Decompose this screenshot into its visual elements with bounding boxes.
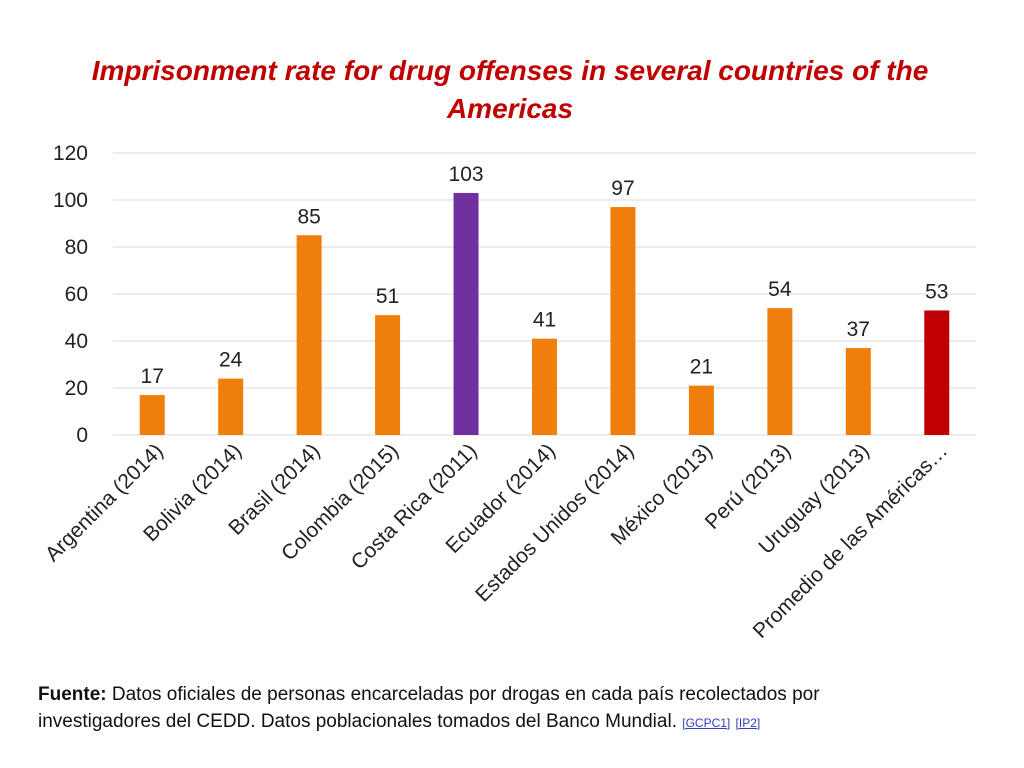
reference-link-1[interactable]: [GCPC1] — [682, 716, 731, 730]
bar — [139, 395, 165, 435]
reference-link-2[interactable]: [IP2] — [735, 716, 761, 730]
source-note: Fuente: Datos oficiales de personas enca… — [38, 681, 938, 737]
bar — [296, 235, 322, 435]
x-axis-labels: Argentina (2014)Bolivia (2014)Brasil (20… — [41, 439, 952, 643]
data-label: 97 — [611, 177, 634, 200]
y-tick-label: 120 — [53, 142, 88, 165]
y-tick-label: 60 — [65, 283, 88, 306]
bar — [218, 378, 244, 435]
y-tick-label: 80 — [65, 236, 88, 259]
source-label: Fuente: — [38, 684, 107, 705]
bar — [610, 207, 636, 435]
y-tick-label: 0 — [76, 424, 88, 447]
data-label: 21 — [690, 356, 713, 379]
y-axis-ticks: 0 20 40 60 80 100 120 — [53, 142, 88, 447]
data-label: 85 — [297, 205, 320, 228]
data-label: 53 — [925, 280, 948, 303]
source-text: Datos oficiales de personas encarceladas… — [38, 684, 820, 732]
bar — [924, 310, 950, 435]
data-label: 54 — [768, 278, 792, 301]
bar — [845, 348, 871, 435]
data-labels: 17 24 85 51 103 41 97 21 54 37 53 — [141, 163, 949, 388]
y-tick-label: 40 — [65, 330, 88, 353]
data-label: 24 — [219, 349, 243, 372]
y-tick-label: 20 — [65, 377, 88, 400]
chart-title: Imprisonment rate for drug offenses in s… — [91, 55, 929, 124]
y-tick-label: 100 — [53, 189, 88, 212]
x-tick-label: Argentina (2014) — [41, 439, 168, 566]
x-tick-label: Estados Unidos (2014) — [471, 439, 638, 606]
bar — [767, 308, 793, 435]
bar — [375, 315, 401, 435]
data-label: 41 — [533, 309, 556, 332]
bar — [688, 385, 714, 435]
data-label: 51 — [376, 285, 399, 308]
data-label: 17 — [141, 365, 164, 388]
bars — [139, 192, 950, 435]
data-label: 37 — [847, 318, 870, 341]
bar — [453, 192, 479, 435]
data-label: 103 — [449, 163, 484, 186]
bar — [532, 338, 557, 435]
